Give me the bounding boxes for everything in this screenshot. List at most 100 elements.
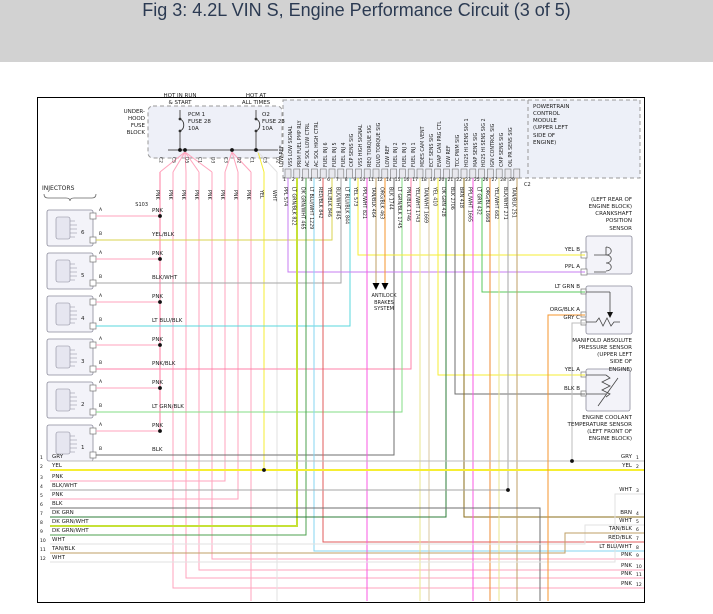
pcm-pin-number: 4 <box>309 178 313 183</box>
wire-REDBLK <box>322 178 644 543</box>
pcm-pin-function: AC SOL HIGH CTRL <box>315 121 321 167</box>
injector-pin-b <box>89 365 97 373</box>
pcm-pin-box <box>346 168 353 179</box>
pcm-pin-function: FUEL INJ 1 <box>412 142 417 168</box>
splice-dot <box>158 300 162 304</box>
pcm-pin-number: 20 <box>438 178 445 183</box>
splice-dot <box>230 148 234 152</box>
right-row-label: YEL <box>622 463 632 469</box>
injector-plug <box>55 345 71 369</box>
left-row-number: 10 <box>40 539 46 544</box>
pcm-pin-box <box>381 168 389 179</box>
wire-LTBLUBLK <box>96 178 351 327</box>
injector-pin-letter: A <box>99 423 103 428</box>
feed-wire-color: PNK <box>244 190 250 200</box>
fuse-block-box <box>147 105 283 159</box>
injector-pin-b <box>89 322 97 330</box>
pressure-sensor-icon <box>586 291 620 327</box>
wire-WHT <box>257 151 278 173</box>
injector-pin-a <box>89 212 97 220</box>
left-row-label: WHT <box>52 555 65 561</box>
wire-YELBLK <box>96 178 333 241</box>
pcm-pin-number: 12 <box>377 178 383 183</box>
hot-at-all-times-label: HOT AT ALL TIMES <box>241 93 271 107</box>
wire-PNK <box>184 151 213 173</box>
pcm-pin-number: 25 <box>473 178 480 183</box>
injector-pin-letter: A <box>99 337 103 342</box>
left-row-label: DK GRN/WHT <box>52 519 89 525</box>
left-row-label: BLK <box>52 501 63 507</box>
right-row-label: TAN/BLK <box>608 526 632 532</box>
injector-pin-letter: B <box>99 447 103 452</box>
feed-terminal: D5 <box>183 157 189 164</box>
pcm-pin-function: HO2S HI SENS SIG 1 <box>464 118 470 167</box>
underhood-fuse-block-label: UNDER- HOOD FUSE BLOCK <box>123 109 145 137</box>
pcm-pin-wire-label: TAN/BLK 464 <box>369 187 375 218</box>
left-row-number: 4 <box>40 485 43 490</box>
splice-dot <box>183 148 187 152</box>
pcm-pin-function: LOW REF <box>447 145 453 167</box>
pcm-pin-box <box>355 168 362 179</box>
injector-plug <box>55 216 71 240</box>
pcm-pin-wire-label: BLK 2706 <box>448 187 454 210</box>
pcm-pin-function: FUEL INJ 2 <box>394 142 400 168</box>
pcm-pin-wire-label: YEL 410 <box>431 187 437 207</box>
splice-dot <box>158 386 162 390</box>
injector-pin-b <box>89 236 97 244</box>
pcm-pin-function: VSS LOW SIGNAL <box>288 125 294 167</box>
pcm-pin-number: 11 <box>368 178 374 183</box>
wire-PNK <box>159 151 186 173</box>
feed-terminal: C1 <box>196 157 202 164</box>
splice-dot <box>254 148 258 152</box>
pcm-pin-function: LOW REF <box>280 145 285 167</box>
injector-plug <box>55 388 71 412</box>
wire-PPL <box>287 178 585 273</box>
pcm-pin-number: 7 <box>335 178 339 183</box>
wire-PNK <box>211 172 644 560</box>
pcm-pin-box <box>416 168 424 179</box>
pcm-pin-wire-label: LT GRN/BLK 1745 <box>396 187 402 229</box>
right-row-number: 9 <box>636 554 639 559</box>
left-row-label: GRY <box>52 454 64 460</box>
splice-dot <box>158 257 162 261</box>
abs-system-label: ANTILOCK BRAKES SYSTEM <box>371 293 397 312</box>
pcm-pin-wire-label: TAN/WHT 1669 <box>422 187 428 224</box>
left-row-label: DK GRN <box>52 510 74 516</box>
injector-pin-letter: A <box>99 294 103 299</box>
injector-pin-b <box>89 408 97 416</box>
wire-PNK <box>231 151 239 173</box>
injector-number: 4 <box>81 316 85 322</box>
fuse-o2-label: O2 FUSE 23 10A <box>262 112 285 133</box>
feed-wire-color: WHT <box>270 190 276 202</box>
pcm-pin-number: 19 <box>429 178 436 183</box>
wire-LTBLUWHT <box>313 178 644 552</box>
injector-wire-color-a: PNK <box>152 208 164 214</box>
splice-dot <box>570 459 574 463</box>
right-row-label: RED/BLK <box>608 535 632 541</box>
right-row-label: PNK <box>620 552 632 558</box>
injector-pin-b <box>89 451 97 459</box>
feed-wire-color: PNK <box>231 190 237 200</box>
wire-PNK <box>184 151 187 173</box>
pcm-pin-wire-label: YEL 573 <box>352 187 358 207</box>
pcm-pin-function: FUEL INJ 5 <box>332 142 338 168</box>
wire-BLK <box>96 178 395 456</box>
pcm-pin-box <box>451 168 459 179</box>
splice-dot <box>178 148 182 152</box>
wire-GRY <box>571 322 585 461</box>
pcm-pin-box <box>319 168 327 179</box>
wire-PNK <box>198 172 644 571</box>
pcm-pin-function: CKP SENS SIG <box>350 133 356 167</box>
injector-teeth <box>70 435 77 453</box>
pcm-pin-function: HO2S HI SENS SIG 2 <box>482 118 488 167</box>
pcm-pin-box <box>328 168 336 179</box>
map-wire-tag: GRY C <box>563 315 580 321</box>
feed-wire-color: PNK <box>218 190 224 200</box>
right-row-number: 10 <box>636 565 642 570</box>
pcm-pin-box <box>513 168 521 179</box>
left-row-number: 7 <box>40 512 43 517</box>
wire-BLK <box>50 507 541 601</box>
map-sensor-box <box>580 285 633 335</box>
pcm-module-label: POWERTRAIN CONTROL MODULE (UPPER LEFT SI… <box>533 104 570 146</box>
feed-terminal: D2 <box>235 157 241 164</box>
